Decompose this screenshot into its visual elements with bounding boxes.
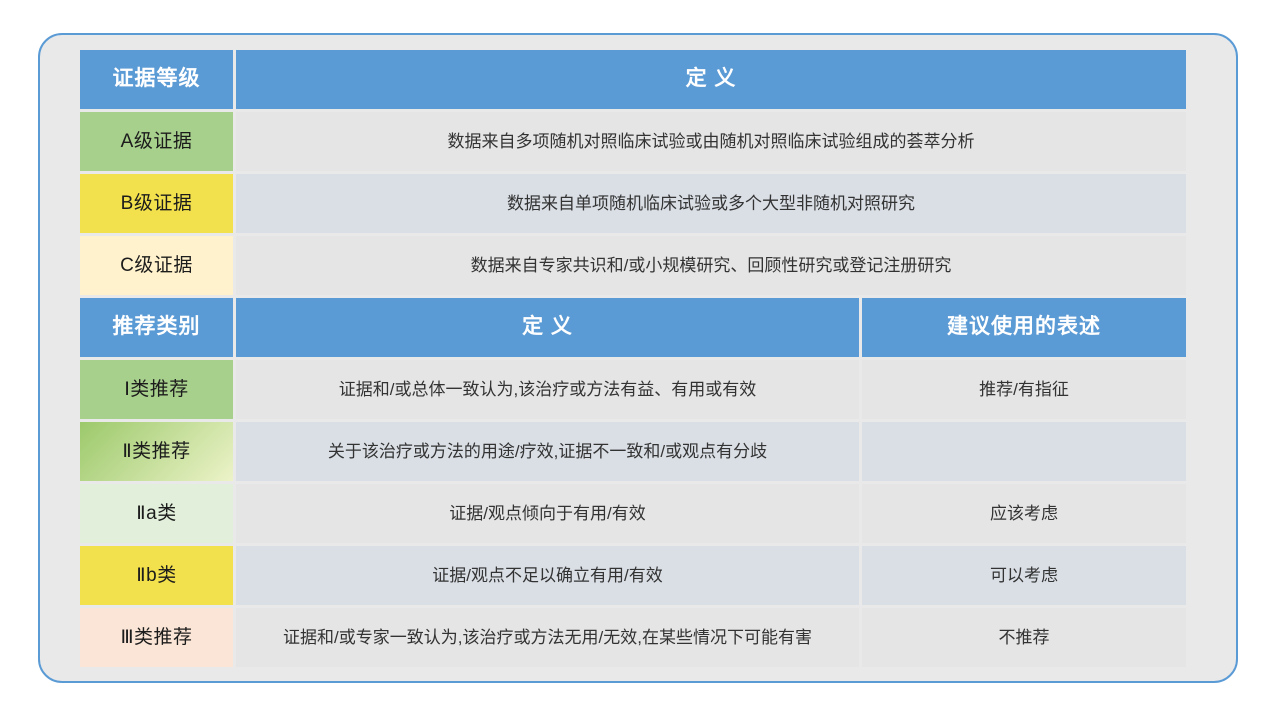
evidence-row-a-label: A级证据 [80,112,233,171]
evidence-header-level-cell: 证据等级 [80,50,233,109]
recommendation-row-class3-definition: 证据和/或专家一致认为,该治疗或方法无用/无效,在某些情况下可能有害 [236,608,859,667]
recommendation-row-class2b-expression: 可以考虑 [862,546,1186,605]
evidence-recommendation-table: 证据等级 定 义 A级证据 数据来自多项随机对照临床试验或由随机对照临床试验组成… [80,50,1186,667]
recommendation-header-definition-cell: 定 义 [236,298,859,357]
evidence-row-c-definition: 数据来自专家共识和/或小规模研究、回顾性研究或登记注册研究 [236,236,1186,295]
recommendation-row-class2b-label: Ⅱb类 [80,546,233,605]
recommendation-row-class3-expression: 不推荐 [862,608,1186,667]
recommendation-row-class2-expression [862,422,1186,481]
recommendation-row-class3-label: Ⅲ类推荐 [80,608,233,667]
recommendation-row-class2-definition: 关于该治疗或方法的用途/疗效,证据不一致和/或观点有分歧 [236,422,859,481]
evidence-header-definition-cell: 定 义 [236,50,1186,109]
recommendation-row-class2a-expression: 应该考虑 [862,484,1186,543]
recommendation-row-class2a-definition: 证据/观点倾向于有用/有效 [236,484,859,543]
evidence-row-b-definition: 数据来自单项随机临床试验或多个大型非随机对照研究 [236,174,1186,233]
evidence-row-a-definition: 数据来自多项随机对照临床试验或由随机对照临床试验组成的荟萃分析 [236,112,1186,171]
recommendation-header-expression-cell: 建议使用的表述 [862,298,1186,357]
recommendation-row-class2a-label: Ⅱa类 [80,484,233,543]
recommendation-row-class1-label: Ⅰ类推荐 [80,360,233,419]
recommendation-row-class2b-definition: 证据/观点不足以确立有用/有效 [236,546,859,605]
recommendation-row-class2-label: Ⅱ类推荐 [80,422,233,481]
recommendation-row-class1-expression: 推荐/有指征 [862,360,1186,419]
evidence-row-c-label: C级证据 [80,236,233,295]
recommendation-row-class1-definition: 证据和/或总体一致认为,该治疗或方法有益、有用或有效 [236,360,859,419]
recommendation-header-category-cell: 推荐类别 [80,298,233,357]
evidence-row-b-label: B级证据 [80,174,233,233]
